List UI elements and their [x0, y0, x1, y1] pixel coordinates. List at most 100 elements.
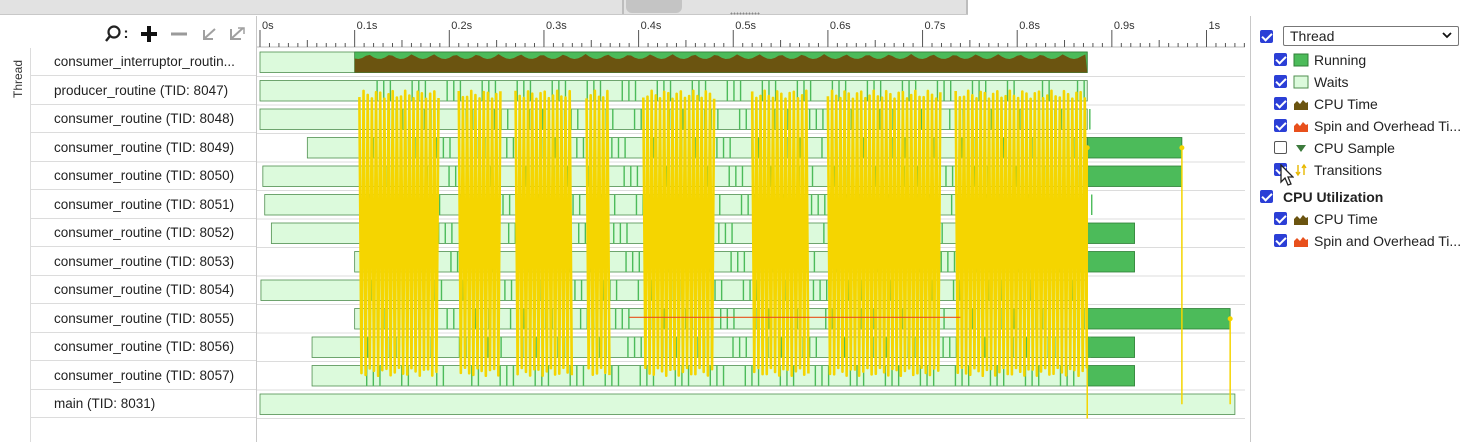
- thread-group-select[interactable]: Thread: [1283, 26, 1459, 46]
- running-segment[interactable]: [1086, 365, 1135, 387]
- legend-item[interactable]: Waits: [1293, 71, 1473, 93]
- running-sliver: [687, 365, 690, 386]
- running-segment[interactable]: [1086, 222, 1135, 244]
- grouping-label-text: Thread: [11, 59, 25, 99]
- running-sliver: [1089, 109, 1091, 130]
- running-segment[interactable]: [1086, 137, 1183, 159]
- running-sliver: [453, 80, 455, 101]
- running-sliver: [488, 80, 490, 101]
- running-sliver: [945, 166, 947, 187]
- transition-marker: [1227, 316, 1233, 322]
- running-sliver: [885, 337, 888, 358]
- legend-item[interactable]: CPU Time: [1293, 93, 1473, 115]
- thread-name-row[interactable]: consumer_routine (TID: 8056): [30, 333, 256, 361]
- running-sliver: [849, 365, 852, 386]
- running-sliver: [523, 308, 525, 329]
- ruler-tick-label: 0.3s: [546, 20, 567, 32]
- running-sliver: [451, 223, 453, 244]
- cpu-utilization-checkbox[interactable]: [1260, 190, 1273, 203]
- running-sliver: [961, 365, 963, 386]
- legend-checkbox[interactable]: [1274, 119, 1287, 132]
- running-sliver: [634, 80, 637, 101]
- running-sliver: [411, 80, 413, 101]
- top-splitter[interactable]: [0, 0, 1476, 16]
- running-sliver: [564, 80, 567, 101]
- thread-name-row[interactable]: consumer_routine (TID: 8054): [30, 276, 256, 304]
- running-sliver: [824, 194, 826, 215]
- running-segment[interactable]: [1086, 308, 1231, 330]
- running-sliver: [459, 80, 462, 101]
- thread-name-row[interactable]: consumer_routine (TID: 8049): [30, 134, 256, 162]
- scrollbar-thumb[interactable]: [626, 0, 682, 13]
- splitter-grip-icon[interactable]: [730, 12, 760, 15]
- running-sliver: [512, 365, 515, 386]
- legend-item[interactable]: CPU Sample: [1293, 137, 1473, 159]
- running-sliver: [474, 308, 477, 329]
- running-sliver: [749, 280, 751, 301]
- running-sliver: [770, 166, 772, 187]
- legend-item[interactable]: Spin and Overhead Ti...: [1293, 230, 1473, 252]
- thread-name-row[interactable]: consumer_routine (TID: 8051): [30, 191, 256, 219]
- legend-checkbox[interactable]: [1274, 53, 1287, 66]
- legend-checkbox[interactable]: [1274, 212, 1287, 225]
- legend-checkbox[interactable]: [1274, 97, 1287, 110]
- running-sliver: [936, 80, 939, 101]
- thread-name-row[interactable]: consumer_routine (TID: 8052): [30, 219, 256, 247]
- running-segment[interactable]: [1086, 336, 1135, 358]
- thread-name-row[interactable]: consumer_routine (TID: 8053): [30, 248, 256, 276]
- legend-item[interactable]: Spin and Overhead Ti...: [1293, 115, 1473, 137]
- legend-checkbox[interactable]: [1274, 234, 1287, 247]
- ruler-tick-label: 0.6s: [830, 20, 851, 32]
- reset-zoom-icon[interactable]: [228, 24, 248, 44]
- running-sliver: [436, 137, 438, 158]
- zoom-out-icon[interactable]: [170, 24, 188, 44]
- legend-item[interactable]: Transitions: [1293, 159, 1473, 181]
- thread-name-row[interactable]: main (TID: 8031): [30, 390, 256, 418]
- time-ruler[interactable]: 0s 0.1s 0.2s 0.3s 0.4s 0.5s 0.6s 0.7s 0.8s 0.9s 1s: [257, 18, 1245, 48]
- thread-name-row[interactable]: consumer_routine (TID: 8057): [30, 362, 256, 390]
- running-sliver: [949, 109, 951, 130]
- ruler-tick-label: 0.7s: [925, 20, 946, 32]
- running-segment[interactable]: [1086, 251, 1135, 273]
- running-sliver: [978, 80, 980, 101]
- transition-lines: [826, 89, 942, 378]
- pane-separator[interactable]: [256, 16, 257, 442]
- thread-group-checkbox[interactable]: [1260, 30, 1273, 43]
- running-swatch: [1293, 53, 1309, 67]
- transition-lines: [358, 89, 440, 378]
- running-sliver: [732, 337, 734, 358]
- running-sliver: [796, 80, 799, 101]
- running-sliver: [719, 194, 721, 215]
- spin-overhead-icon: [1294, 122, 1308, 132]
- thread-name-row[interactable]: consumer_routine (TID: 8050): [30, 162, 256, 190]
- running-sliver: [1003, 137, 1005, 158]
- running-sliver: [613, 194, 616, 215]
- running-sliver: [509, 308, 512, 329]
- thread-name-row[interactable]: consumer_routine (TID: 8048): [30, 105, 256, 133]
- running-sliver: [638, 251, 640, 272]
- running-sliver: [731, 223, 733, 244]
- running-segment[interactable]: [1086, 165, 1183, 187]
- ruler-tick-label: 0.5s: [735, 20, 756, 32]
- legend-item[interactable]: CPU Time: [1293, 208, 1473, 230]
- legend-item-label: CPU Time: [1314, 96, 1378, 112]
- undo-zoom-icon[interactable]: [201, 24, 219, 44]
- running-sliver: [446, 308, 448, 329]
- legend-checkbox[interactable]: [1274, 75, 1287, 88]
- running-sliver: [718, 223, 720, 244]
- thread-name-row[interactable]: consumer_routine (TID: 8055): [30, 305, 256, 333]
- thread-name-row[interactable]: producer_routine (TID: 8047): [30, 77, 256, 105]
- zoom-in-icon[interactable]: [140, 24, 158, 44]
- search-icon[interactable]: [104, 24, 122, 44]
- running-sliver: [780, 337, 782, 358]
- running-sliver: [438, 194, 441, 215]
- running-sliver: [1076, 80, 1079, 101]
- legend-checkbox[interactable]: [1274, 141, 1287, 154]
- legend-item[interactable]: Running: [1293, 49, 1473, 71]
- running-sliver: [813, 251, 816, 272]
- wait-segment[interactable]: [259, 393, 1236, 415]
- running-sliver: [757, 137, 760, 158]
- thread-name-row[interactable]: consumer_interruptor_routin...: [30, 48, 256, 76]
- thread-timeline[interactable]: [257, 48, 1245, 442]
- running-sliver: [639, 365, 641, 386]
